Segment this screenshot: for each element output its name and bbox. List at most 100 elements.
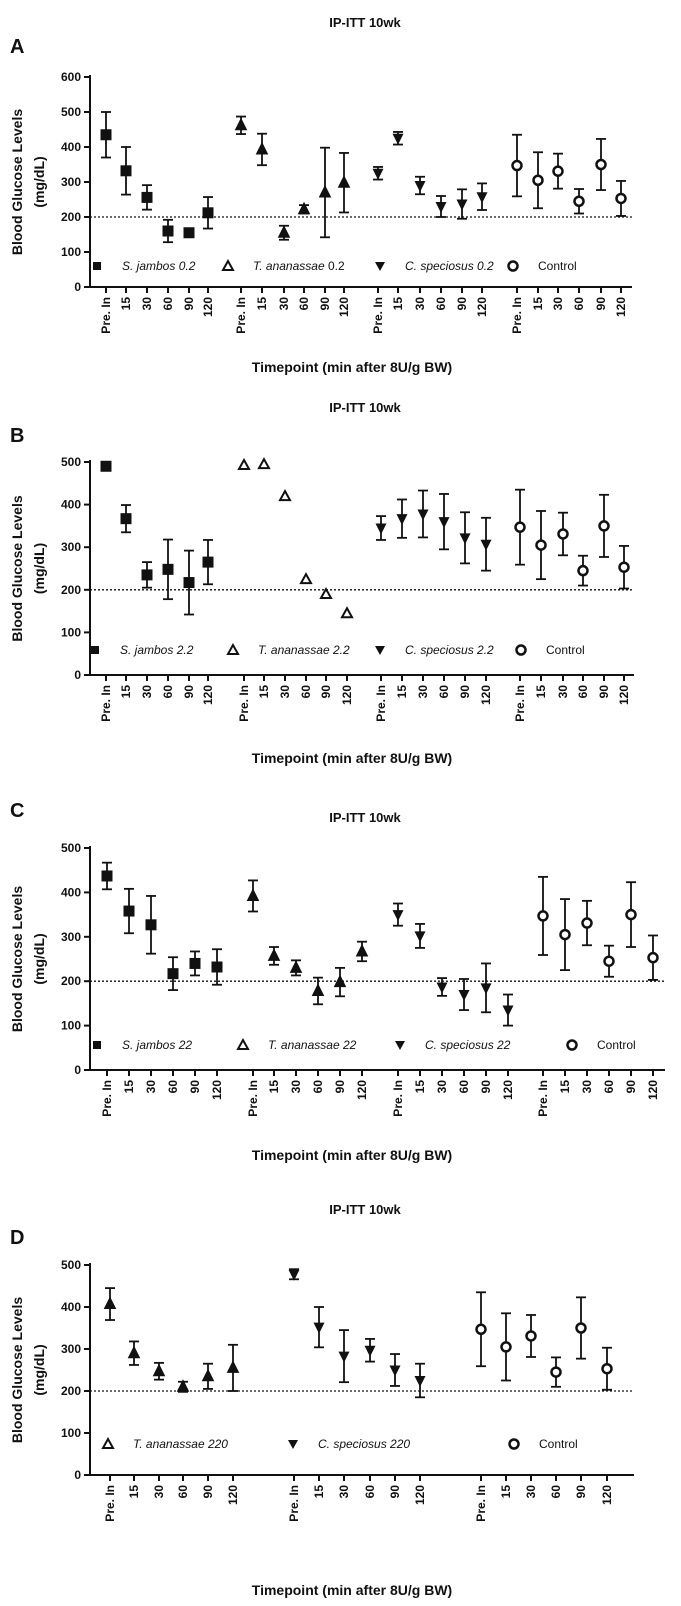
y-axis-unit: (mg/dL) bbox=[31, 1344, 47, 1395]
x-tick-label: Pre. In bbox=[100, 1080, 114, 1117]
x-tick-label: 30 bbox=[278, 685, 292, 699]
data-point bbox=[319, 587, 333, 600]
x-tick-label: 120 bbox=[617, 685, 631, 705]
y-tick-label: 0 bbox=[74, 280, 81, 294]
x-tick-label: 30 bbox=[277, 297, 291, 311]
x-axis-label: Timepoint (min after 8U/g BW) bbox=[252, 359, 452, 375]
data-point bbox=[123, 905, 135, 917]
legend-marker bbox=[395, 1041, 405, 1050]
x-tick-label: 90 bbox=[597, 685, 611, 699]
legend-label: Control bbox=[539, 1437, 578, 1451]
data-point bbox=[532, 174, 544, 186]
chart-title: IP-ITT 10wk bbox=[329, 400, 401, 415]
x-tick-label: 120 bbox=[337, 297, 351, 317]
series-s-jambos-22 bbox=[101, 861, 223, 991]
x-tick-label: Pre. In bbox=[234, 297, 248, 334]
x-tick-label: 15 bbox=[534, 685, 548, 699]
y-tick-label: 300 bbox=[61, 1342, 81, 1356]
x-tick-label: Pre. In bbox=[513, 685, 527, 722]
legend-marker bbox=[515, 644, 527, 656]
x-tick-label: 30 bbox=[152, 1485, 166, 1499]
data-point bbox=[152, 1363, 166, 1377]
x-tick-label: 30 bbox=[416, 685, 430, 699]
legend-label: C. speciosus 22 bbox=[425, 1038, 511, 1052]
data-point bbox=[297, 201, 311, 215]
data-point bbox=[389, 1365, 401, 1377]
series-s-jambos-0-2 bbox=[100, 111, 214, 244]
data-point bbox=[120, 165, 132, 177]
legend-label: C. speciosus 0.2 bbox=[405, 259, 494, 273]
data-point bbox=[202, 207, 214, 219]
data-point bbox=[101, 870, 113, 882]
x-tick-label: 90 bbox=[182, 685, 196, 699]
data-point bbox=[202, 556, 214, 568]
x-tick-label: 30 bbox=[337, 1485, 351, 1499]
x-tick-label: 60 bbox=[161, 297, 175, 311]
x-tick-label: 30 bbox=[551, 297, 565, 311]
data-point bbox=[340, 606, 354, 619]
chart-c: IP-ITT 10wk C Blood Glucose Levels (mg/dL) 0… bbox=[9, 800, 665, 1163]
x-tick-label: 60 bbox=[363, 1485, 377, 1499]
data-point bbox=[603, 955, 615, 967]
data-point bbox=[278, 489, 292, 502]
x-tick-label: 120 bbox=[226, 1485, 240, 1505]
data-point bbox=[141, 191, 153, 203]
data-point bbox=[288, 1269, 300, 1281]
panel-a: IP-ITT 10wk A Blood Glucose Levels (mg/dL) 0… bbox=[0, 0, 681, 395]
data-point bbox=[598, 520, 610, 532]
panel-b: IP-ITT 10wk B Blood Glucose Levels (mg/dL) 0… bbox=[0, 395, 681, 795]
data-point bbox=[456, 199, 468, 211]
data-point bbox=[100, 129, 112, 141]
legend-marker bbox=[288, 1440, 298, 1449]
x-tick-label: Pre. In bbox=[374, 685, 388, 722]
y-tick-label: 500 bbox=[61, 841, 81, 855]
data-point bbox=[557, 528, 569, 540]
y-tick-label: 0 bbox=[74, 1063, 81, 1077]
y-axis-label: Blood Glucose Levels bbox=[9, 109, 25, 255]
x-tick-label: 15 bbox=[267, 1080, 281, 1094]
x-axis-label: Timepoint (min after 8U/g BW) bbox=[252, 750, 452, 766]
data-point bbox=[595, 158, 607, 171]
x-tick-label: 60 bbox=[311, 1080, 325, 1094]
data-point bbox=[267, 948, 281, 961]
panel-label: A bbox=[10, 36, 24, 58]
data-point bbox=[318, 184, 332, 198]
y-axis-label: Blood Glucose Levels bbox=[9, 495, 25, 641]
data-point bbox=[333, 974, 347, 988]
x-axis-label: Timepoint (min after 8U/g BW) bbox=[252, 1582, 452, 1598]
x-tick-label: 30 bbox=[144, 1080, 158, 1094]
x-tick-label: 60 bbox=[457, 1080, 471, 1094]
x-tick-label: 15 bbox=[531, 297, 545, 311]
x-tick-label: 120 bbox=[475, 297, 489, 317]
y-tick-label: 500 bbox=[61, 105, 81, 119]
data-point bbox=[176, 1379, 190, 1392]
x-tick-label: 30 bbox=[435, 1080, 449, 1094]
x-tick-label: Pre. In bbox=[237, 685, 251, 722]
data-point bbox=[414, 1376, 426, 1387]
data-point bbox=[167, 968, 179, 980]
data-point bbox=[162, 225, 174, 237]
data-point bbox=[581, 917, 593, 929]
data-point bbox=[535, 539, 547, 551]
legend-marker bbox=[226, 642, 240, 655]
y-tick-label: 100 bbox=[61, 1426, 81, 1440]
x-tick-label: 15 bbox=[312, 1485, 326, 1499]
series-control bbox=[514, 488, 630, 590]
y-tick-label: 400 bbox=[61, 1300, 81, 1314]
series-s-jambos-2-2 bbox=[100, 460, 214, 616]
series-control bbox=[537, 875, 659, 981]
data-point bbox=[364, 1345, 376, 1357]
x-tick-label: 120 bbox=[210, 1080, 224, 1100]
data-point bbox=[625, 908, 637, 921]
x-tick-label: 15 bbox=[127, 1485, 141, 1499]
x-tick-label: 60 bbox=[572, 297, 586, 311]
data-point bbox=[436, 982, 448, 994]
y-axis-label: Blood Glucose Levels bbox=[9, 886, 25, 1032]
series-c-speciosus-220 bbox=[288, 1268, 426, 1399]
x-tick-label: 30 bbox=[556, 685, 570, 699]
y-axis-unit: (mg/dL) bbox=[31, 543, 47, 594]
legend-label: S. jambos 0.2 bbox=[122, 259, 196, 273]
x-tick-label: 15 bbox=[122, 1080, 136, 1094]
x-tick-label: 60 bbox=[576, 685, 590, 699]
x-tick-label: Pre. In bbox=[99, 297, 113, 334]
